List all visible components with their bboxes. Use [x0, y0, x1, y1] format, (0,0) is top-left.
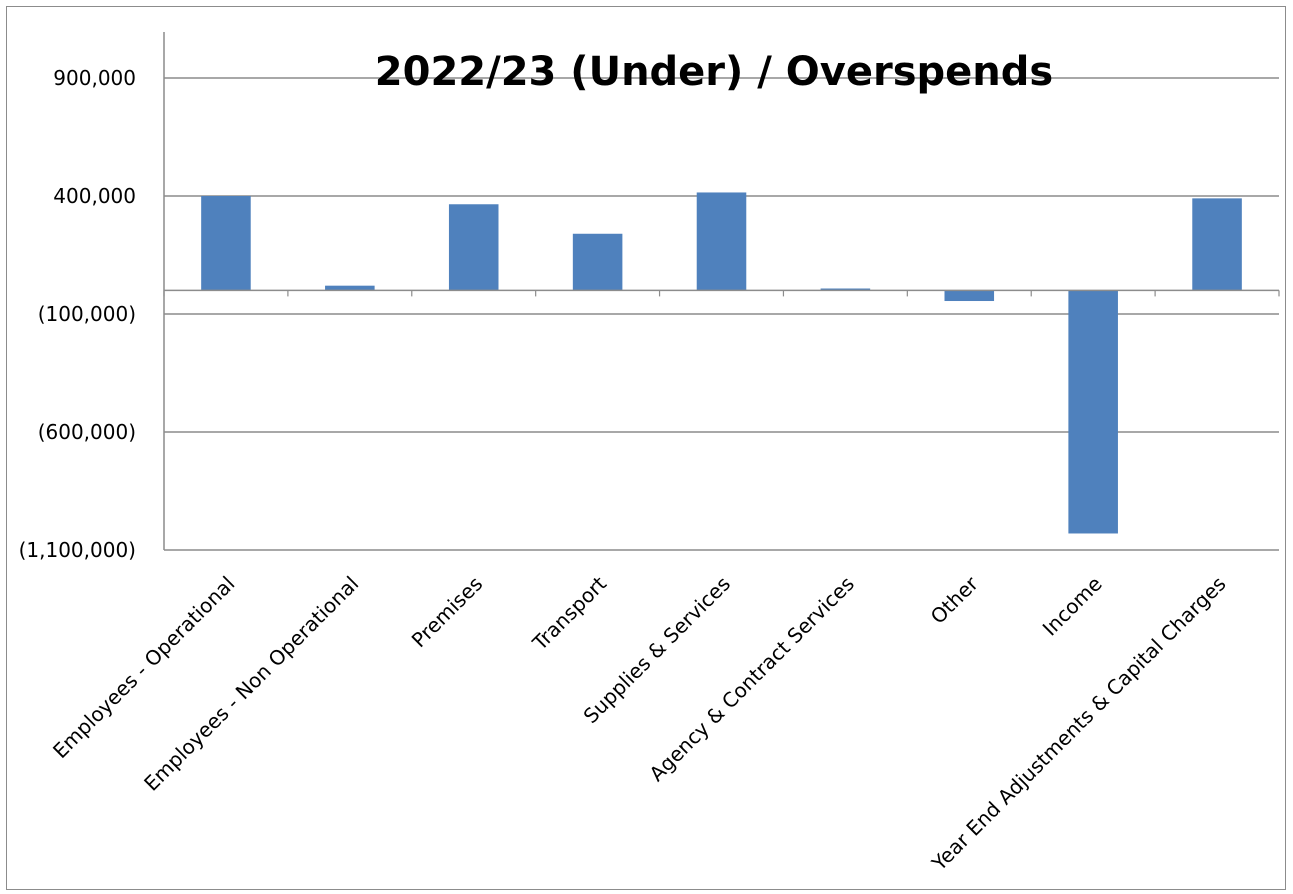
x-tick-label: Year End Adjustments & Capital Charges: [926, 572, 1230, 876]
bar: [944, 290, 995, 302]
bar: [572, 233, 623, 291]
bar: [1192, 198, 1242, 291]
bar: [448, 204, 499, 291]
bar: [820, 288, 871, 291]
bar: [201, 196, 251, 291]
x-tick-label: Income: [1038, 572, 1107, 641]
chart-title: 2022/23 (Under) / Overspends: [375, 49, 1053, 95]
bar-layer: [201, 192, 1242, 534]
bar: [325, 285, 375, 291]
x-tick-label: Agency & Contract Services: [645, 572, 859, 786]
y-tick-labels: 900,000 400,000 (100,000) (600,000) (1,100,0…: [19, 66, 136, 562]
y-tick-label: 900,000: [53, 66, 136, 90]
bar: [696, 192, 747, 291]
y-tick-label: (100,000): [38, 302, 136, 326]
y-tick-label: (1,100,000): [19, 538, 136, 562]
y-tick-label: 400,000: [53, 184, 136, 208]
y-tick-label: (600,000): [38, 420, 136, 444]
x-tick-label: Employees - Non Operational: [139, 572, 363, 796]
x-tick-label: Premises: [407, 572, 488, 653]
axis-layer: [163, 32, 1280, 550]
bar: [1068, 290, 1118, 534]
x-tick-label: Other: [926, 571, 984, 629]
x-tick-label: Transport: [527, 571, 611, 655]
